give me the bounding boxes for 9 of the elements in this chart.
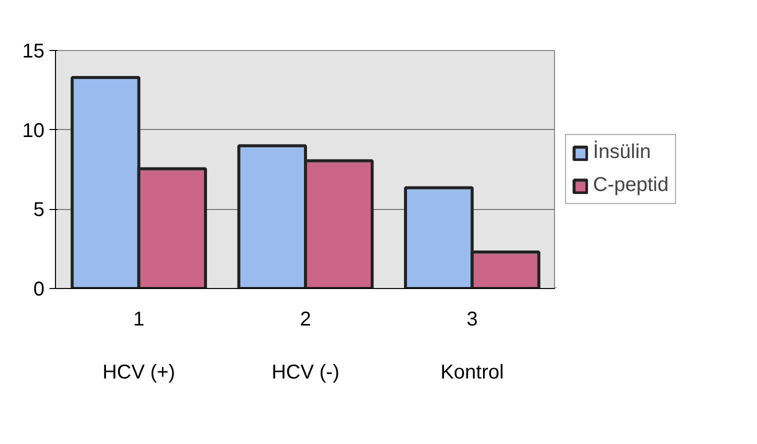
category-label: 1 HCV (+) [102, 308, 176, 384]
legend-label: İnsülin [593, 141, 651, 164]
y-tick-label: 10 [22, 120, 45, 142]
category-label: 2 HCV (-) [272, 308, 340, 384]
y-tick-label: 15 [22, 40, 45, 62]
legend-label: C-peptid [593, 174, 669, 197]
category-label: 3 Kontrol [440, 308, 504, 384]
y-tick-label: 0 [33, 278, 44, 300]
y-tick-label: 5 [33, 199, 44, 222]
